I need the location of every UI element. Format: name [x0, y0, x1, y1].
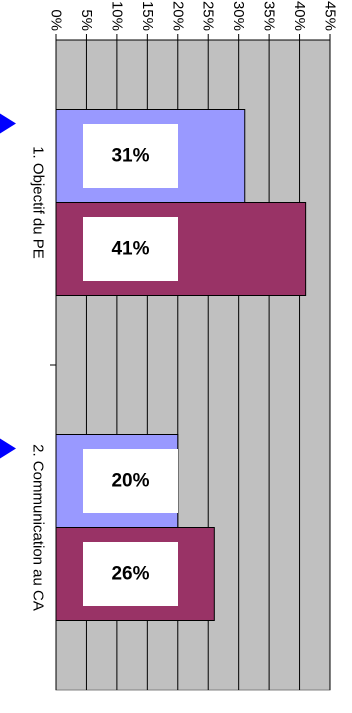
data-label: 41%	[111, 239, 149, 260]
marker-triangle	[0, 113, 16, 134]
tick-label: 20%	[169, 1, 186, 31]
value-axis: 0% 5% 10% 15% 20% 25% 30% 35% 40% 45%	[48, 1, 339, 690]
data-label-box	[83, 124, 178, 188]
data-label-box	[83, 217, 178, 281]
tick-label: 15%	[139, 1, 156, 31]
tick-label: 30%	[230, 1, 247, 31]
data-labels: 31% 41% 20% 26%	[83, 124, 178, 606]
tick-label: 35%	[261, 1, 278, 31]
category-axis: 1. Objectif du PE 2. Communication au CA	[0, 113, 56, 611]
tick-label: 25%	[200, 1, 217, 31]
data-label: 31%	[111, 146, 149, 167]
tick-label: 40%	[291, 1, 308, 31]
data-label-box	[83, 542, 178, 606]
data-label: 26%	[111, 564, 149, 585]
tick-label: 45%	[322, 1, 339, 31]
data-label-box	[83, 449, 178, 513]
marker-triangle	[0, 438, 16, 459]
data-label: 20%	[111, 471, 149, 492]
category-label: 1. Objectif du PE	[30, 146, 47, 259]
tick-label: 10%	[108, 1, 125, 31]
tick-label: 0%	[48, 9, 65, 31]
tick-label: 5%	[78, 9, 95, 31]
category-label: 2. Communication au CA	[30, 444, 47, 611]
